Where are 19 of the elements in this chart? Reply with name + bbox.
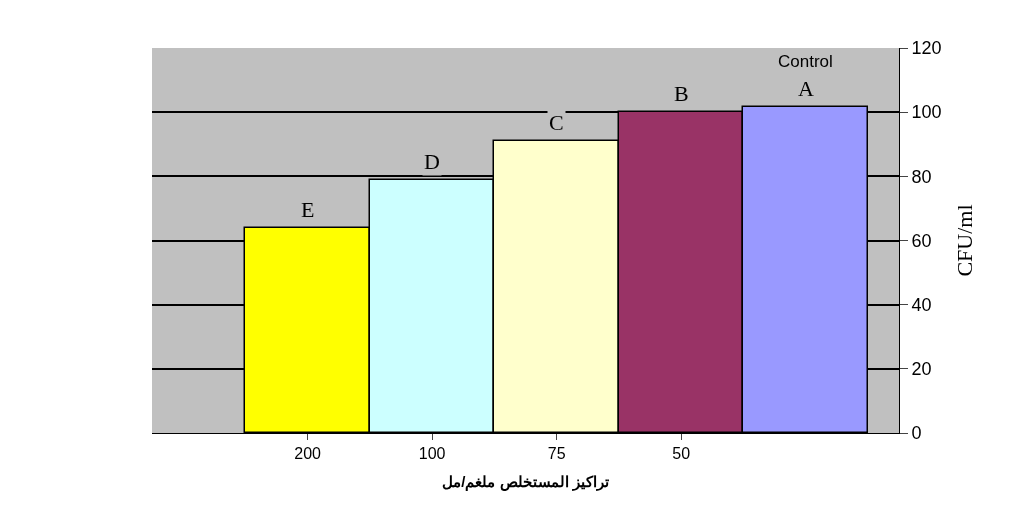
- annotation: A: [798, 76, 814, 101]
- y-tick-label: 100: [911, 102, 942, 123]
- annotation: B: [674, 81, 689, 106]
- annotation: E: [301, 197, 315, 222]
- x-axis-title: تراكيز المستخلص ملغم/مل: [442, 473, 609, 492]
- y-tick-label: 40: [911, 294, 932, 315]
- y-tick-label: 20: [911, 359, 932, 380]
- x-tick-label: 100: [418, 445, 446, 463]
- x-tick-label: 200: [294, 445, 322, 463]
- x-tick-label: 75: [547, 445, 566, 463]
- y-tick-label: 120: [911, 38, 942, 59]
- y-tick-label: 80: [911, 166, 932, 187]
- y-axis-title: CFU/ml: [951, 204, 977, 277]
- y-tick-label: 0: [911, 423, 922, 444]
- annotation: C: [549, 110, 564, 135]
- annotation: Control: [778, 52, 833, 71]
- x-tick-label: 50: [672, 445, 691, 463]
- annotation: D: [424, 149, 440, 174]
- y-tick-label: 60: [911, 230, 932, 251]
